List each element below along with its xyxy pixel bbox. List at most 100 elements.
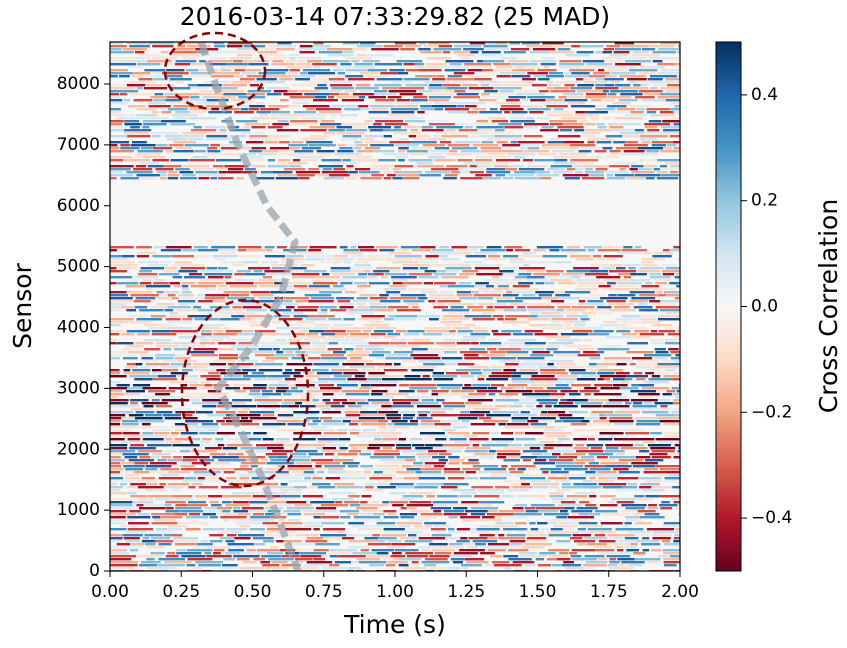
texture-streak — [588, 294, 606, 297]
texture-streak — [636, 540, 660, 543]
texture-streak — [602, 360, 613, 363]
texture-streak — [632, 465, 655, 468]
texture-streak — [431, 168, 459, 171]
texture-streak — [256, 444, 284, 447]
texture-streak — [269, 261, 278, 264]
texture-streak — [554, 420, 563, 423]
texture-streak — [142, 537, 150, 540]
texture-streak — [376, 267, 401, 270]
texture-streak — [175, 354, 191, 357]
texture-streak — [286, 363, 313, 366]
texture-streak — [389, 252, 412, 255]
texture-streak — [452, 561, 463, 564]
texture-streak — [186, 564, 196, 567]
texture-streak — [584, 171, 604, 174]
texture-streak — [250, 84, 260, 87]
texture-streak — [392, 132, 421, 135]
texture-streak — [495, 399, 519, 402]
texture-streak — [277, 162, 287, 165]
texture-streak — [176, 540, 199, 543]
texture-streak — [110, 381, 121, 384]
texture-streak — [490, 366, 511, 369]
texture-streak — [110, 393, 125, 396]
texture-streak — [127, 135, 151, 138]
texture-streak — [674, 315, 680, 318]
texture-streak — [255, 426, 279, 429]
texture-streak — [397, 150, 405, 153]
texture-streak — [569, 552, 577, 555]
texture-streak — [344, 90, 357, 93]
texture-streak — [524, 279, 550, 282]
texture-streak — [642, 411, 669, 414]
texture-streak — [302, 495, 323, 498]
texture-streak — [478, 288, 491, 291]
texture-streak — [476, 303, 494, 306]
texture-streak — [110, 102, 128, 105]
texture-streak — [426, 57, 452, 60]
texture-streak — [560, 408, 568, 411]
texture-streak — [255, 354, 274, 357]
texture-streak — [218, 459, 246, 462]
texture-streak — [444, 351, 457, 354]
texture-streak — [342, 276, 367, 279]
texture-streak — [403, 63, 415, 66]
texture-streak — [409, 384, 437, 387]
texture-streak — [502, 144, 521, 147]
texture-streak — [611, 72, 636, 75]
texture-streak — [423, 45, 438, 48]
texture-streak — [403, 78, 430, 81]
texture-streak — [486, 285, 494, 288]
texture-streak — [141, 561, 161, 564]
texture-streak — [674, 276, 680, 279]
texture-streak — [151, 132, 179, 135]
texture-streak — [355, 168, 371, 171]
texture-streak — [519, 267, 545, 270]
texture-streak — [627, 78, 647, 81]
texture-streak — [474, 285, 486, 288]
texture-streak — [470, 528, 477, 531]
texture-streak — [530, 528, 539, 531]
texture-streak — [444, 174, 458, 177]
texture-streak — [445, 567, 468, 570]
texture-streak — [439, 141, 452, 144]
texture-streak — [279, 504, 293, 507]
texture-streak — [491, 330, 499, 333]
texture-streak — [557, 438, 570, 441]
texture-streak — [472, 384, 491, 387]
texture-streak — [674, 444, 680, 447]
texture-streak — [319, 123, 342, 126]
texture-streak — [432, 456, 446, 459]
texture-streak — [647, 78, 663, 81]
texture-streak — [234, 390, 246, 393]
texture-streak — [400, 411, 415, 414]
texture-streak — [644, 381, 669, 384]
texture-streak — [175, 504, 187, 507]
texture-streak — [464, 126, 473, 129]
texture-streak — [250, 519, 275, 522]
texture-streak — [448, 462, 460, 465]
texture-streak — [456, 540, 470, 543]
texture-streak — [508, 546, 521, 549]
texture-streak — [589, 174, 604, 177]
texture-streak — [570, 159, 599, 162]
texture-streak — [604, 99, 615, 102]
texture-streak — [448, 150, 458, 153]
texture-streak — [593, 546, 612, 549]
texture-streak — [537, 522, 548, 525]
texture-streak — [308, 300, 334, 303]
texture-streak — [214, 462, 230, 465]
texture-streak — [600, 504, 618, 507]
texture-streak — [262, 423, 286, 426]
texture-streak — [120, 147, 140, 150]
texture-streak — [163, 165, 182, 168]
texture-streak — [235, 453, 244, 456]
texture-streak — [402, 270, 422, 273]
texture-streak — [290, 246, 308, 249]
texture-streak — [213, 42, 225, 45]
texture-streak — [233, 555, 260, 558]
texture-streak — [656, 291, 663, 294]
texture-streak — [618, 459, 644, 462]
texture-streak — [210, 453, 226, 456]
texture-streak — [472, 108, 487, 111]
texture-streak — [242, 261, 258, 264]
